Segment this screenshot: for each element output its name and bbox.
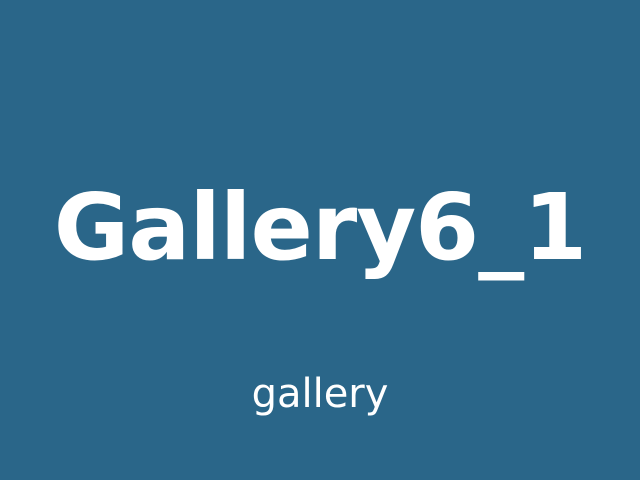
image-title: Gallery6_1 (53, 174, 587, 281)
image-caption: gallery (251, 371, 389, 417)
